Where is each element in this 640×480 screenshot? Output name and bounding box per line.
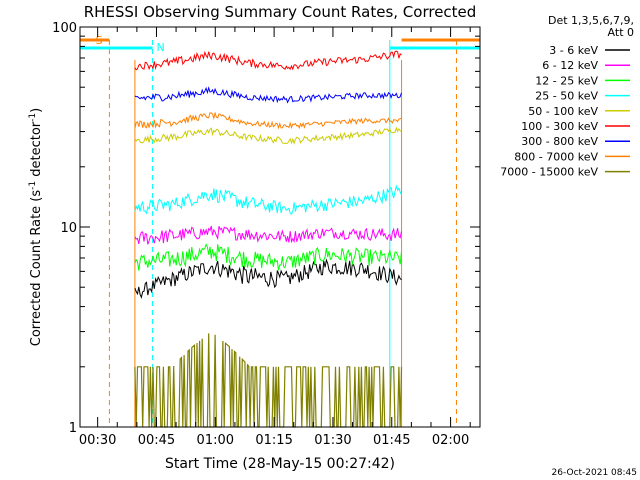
series-line [134, 184, 402, 215]
legend-entry-label: 100 - 300 keV [521, 120, 598, 133]
x-tick-label: 00:45 [138, 433, 175, 448]
legend-title: Det 1,3,5,6,7,9, [548, 14, 634, 27]
chart-title: RHESSI Observing Summary Count Rates, Co… [84, 3, 477, 21]
series-line [134, 86, 402, 104]
series-line [134, 126, 402, 145]
series-line [134, 333, 403, 428]
series-line [134, 50, 402, 71]
series-line [134, 111, 402, 130]
night-label: N [156, 41, 164, 54]
y-axis-label: Corrected Count Rate (s-1 detector-1) [28, 108, 44, 346]
render-timestamp: 26-Oct-2021 08:45 [552, 468, 637, 478]
series-line [134, 225, 402, 245]
observing-flags-layer: SN [80, 34, 480, 427]
saa-label: S [96, 34, 103, 47]
legend-entry-label: 50 - 100 keV [528, 105, 598, 118]
x-tick-label: 01:45 [373, 433, 410, 448]
y-tick-label: 100 [52, 21, 77, 36]
y-tick-label: 1 [69, 421, 77, 436]
legend-entry-label: 300 - 800 keV [521, 135, 598, 148]
legend-entry-label: 6 - 12 keV [542, 59, 598, 72]
legend-entry-label: 800 - 7000 keV [514, 150, 598, 163]
x-tick-label: 01:00 [197, 433, 234, 448]
x-axis: 00:30 00:45 01:00 01:15 01:30 01:45 02:00 [79, 27, 471, 448]
legend-entry-label: 12 - 25 keV [535, 74, 598, 87]
legend-entry-label: 25 - 50 keV [535, 90, 598, 103]
legend-entry-label: 7000 - 15000 keV [500, 166, 598, 179]
x-tick-label: 01:30 [314, 433, 351, 448]
series-line [134, 243, 402, 271]
y-axis: 1 10 100 [52, 21, 480, 436]
x-axis-label: Start Time (28-May-15 00:27:42) [165, 456, 395, 472]
y-tick-label: 10 [60, 221, 77, 236]
series-line [134, 258, 402, 299]
x-tick-label: 02:00 [432, 433, 469, 448]
x-tick-label: 01:15 [255, 433, 292, 448]
legend: Det 1,3,5,6,7,9,Att 0 3 - 6 keV 6 - 12 keV… [500, 14, 634, 179]
x-tick-label: 00:30 [79, 433, 116, 448]
series-layer [134, 50, 403, 428]
legend-title: Att 0 [608, 26, 634, 39]
legend-entry-label: 3 - 6 keV [549, 44, 598, 57]
